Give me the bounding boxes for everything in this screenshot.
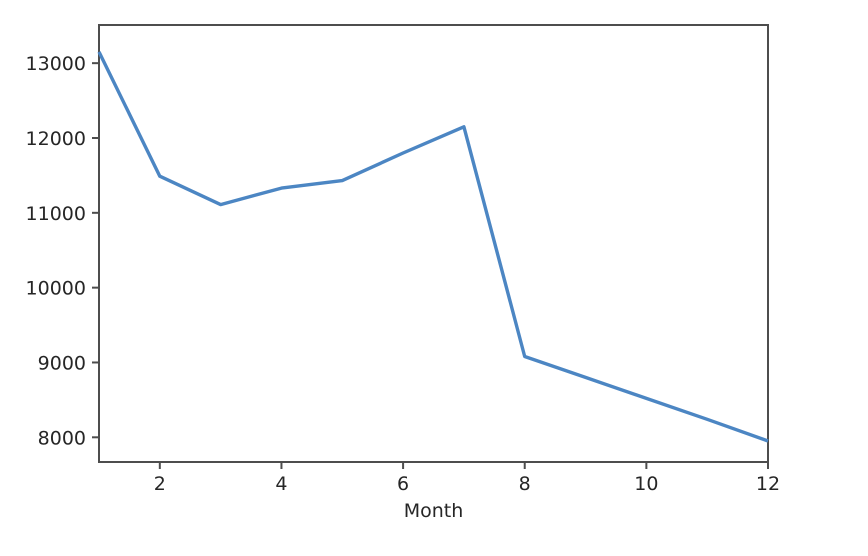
y-tick-label: 8000: [38, 427, 86, 449]
y-tick-label: 9000: [38, 352, 86, 374]
x-axis-label: Month: [403, 500, 464, 522]
y-tick-label: 12000: [26, 128, 86, 150]
x-tick-label: 6: [397, 473, 409, 495]
x-tick-label: 2: [154, 473, 166, 495]
x-tick-label: 4: [275, 473, 287, 495]
x-tick-label: 10: [634, 473, 658, 495]
y-tick-label: 13000: [26, 53, 86, 75]
axes-spines: [98, 24, 769, 463]
x-tick-label: 12: [756, 473, 780, 495]
data-line: [97, 51, 769, 443]
y-tick-label: 10000: [26, 278, 86, 300]
x-tick-label: 8: [519, 473, 531, 495]
y-tick-label: 11000: [26, 203, 86, 225]
